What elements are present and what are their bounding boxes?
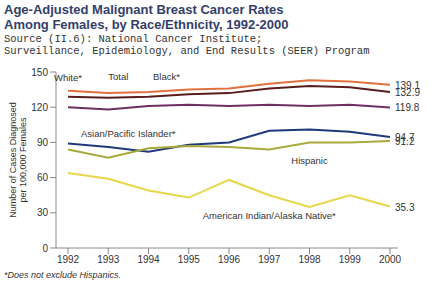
svg-text:1995: 1995 <box>178 254 201 265</box>
svg-text:Hispanic: Hispanic <box>291 155 328 166</box>
svg-text:60: 60 <box>37 172 49 183</box>
svg-text:120: 120 <box>31 102 48 113</box>
svg-text:119.8: 119.8 <box>395 102 420 113</box>
svg-text:132.9: 132.9 <box>395 87 420 98</box>
svg-text:35.3: 35.3 <box>395 202 415 213</box>
svg-text:Total: Total <box>108 71 128 82</box>
svg-text:139.1: 139.1 <box>395 79 420 91</box>
svg-text:91.2: 91.2 <box>395 136 415 147</box>
html-text:Age-Adjusted Malignant Breast: Age-Adjusted Malignant Breast Cancer Rat… <box>4 2 284 17</box>
html-text:Number of Cases Diagnosed: Number of Cases Diagnosed <box>8 102 18 218</box>
svg-text:150: 150 <box>31 67 48 78</box>
svg-text:Asian/Pacific Islander*: Asian/Pacific Islander* <box>81 128 176 139</box>
svg-text:1997: 1997 <box>258 254 281 265</box>
svg-text:0: 0 <box>42 243 48 254</box>
svg-text:White*: White* <box>54 72 82 83</box>
html-text:Among Females, by Race/Ethnici: Among Females, by Race/Ethnicity, 1992-2… <box>4 17 289 32</box>
svg-text:2000: 2000 <box>379 254 402 265</box>
html-text:per 100,000 Females: per 100,000 Females <box>18 117 28 203</box>
svg-text:Black*: Black* <box>153 71 180 82</box>
html-text:Source (II.6): National Cancer: Source (II.6): National Cancer Institute… <box>4 33 263 45</box>
svg-text:1996: 1996 <box>218 254 241 265</box>
svg-text:1992: 1992 <box>57 254 80 265</box>
html-text:*Does not exclude Hispanics.: *Does not exclude Hispanics. <box>4 270 122 280</box>
svg-text:1999: 1999 <box>339 254 362 265</box>
svg-text:1998: 1998 <box>298 254 321 265</box>
svg-text:American Indian/Alaska Native*: American Indian/Alaska Native* <box>203 210 336 221</box>
svg-text:90: 90 <box>37 137 49 148</box>
svg-text:30: 30 <box>37 207 49 218</box>
html-text:Surveillance, Epidemiology, an: Surveillance, Epidemiology, and End Resu… <box>4 45 370 57</box>
svg-text:1993: 1993 <box>97 254 120 265</box>
svg-text:1994: 1994 <box>137 254 160 265</box>
